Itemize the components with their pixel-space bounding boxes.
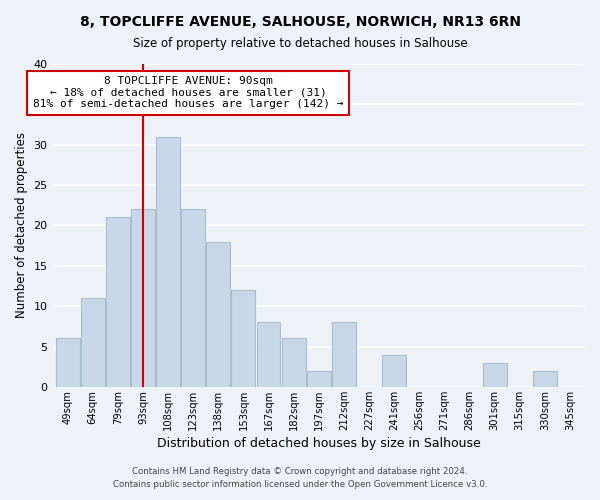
Bar <box>106 218 130 387</box>
Text: 8, TOPCLIFFE AVENUE, SALHOUSE, NORWICH, NR13 6RN: 8, TOPCLIFFE AVENUE, SALHOUSE, NORWICH, … <box>79 15 521 29</box>
Bar <box>533 371 557 387</box>
Bar <box>332 322 356 387</box>
Y-axis label: Number of detached properties: Number of detached properties <box>15 132 28 318</box>
Bar <box>156 136 180 387</box>
Bar <box>56 338 80 387</box>
Bar <box>206 242 230 387</box>
Text: 8 TOPCLIFFE AVENUE: 90sqm
← 18% of detached houses are smaller (31)
81% of semi-: 8 TOPCLIFFE AVENUE: 90sqm ← 18% of detac… <box>33 76 343 110</box>
Bar <box>257 322 280 387</box>
Text: Contains HM Land Registry data © Crown copyright and database right 2024.
Contai: Contains HM Land Registry data © Crown c… <box>113 468 487 489</box>
Bar <box>181 210 205 387</box>
Bar <box>81 298 104 387</box>
Bar <box>307 371 331 387</box>
Bar <box>282 338 305 387</box>
Bar <box>382 354 406 387</box>
Bar <box>232 290 256 387</box>
Text: Size of property relative to detached houses in Salhouse: Size of property relative to detached ho… <box>133 38 467 51</box>
X-axis label: Distribution of detached houses by size in Salhouse: Distribution of detached houses by size … <box>157 437 481 450</box>
Bar <box>131 210 155 387</box>
Bar <box>482 362 506 387</box>
